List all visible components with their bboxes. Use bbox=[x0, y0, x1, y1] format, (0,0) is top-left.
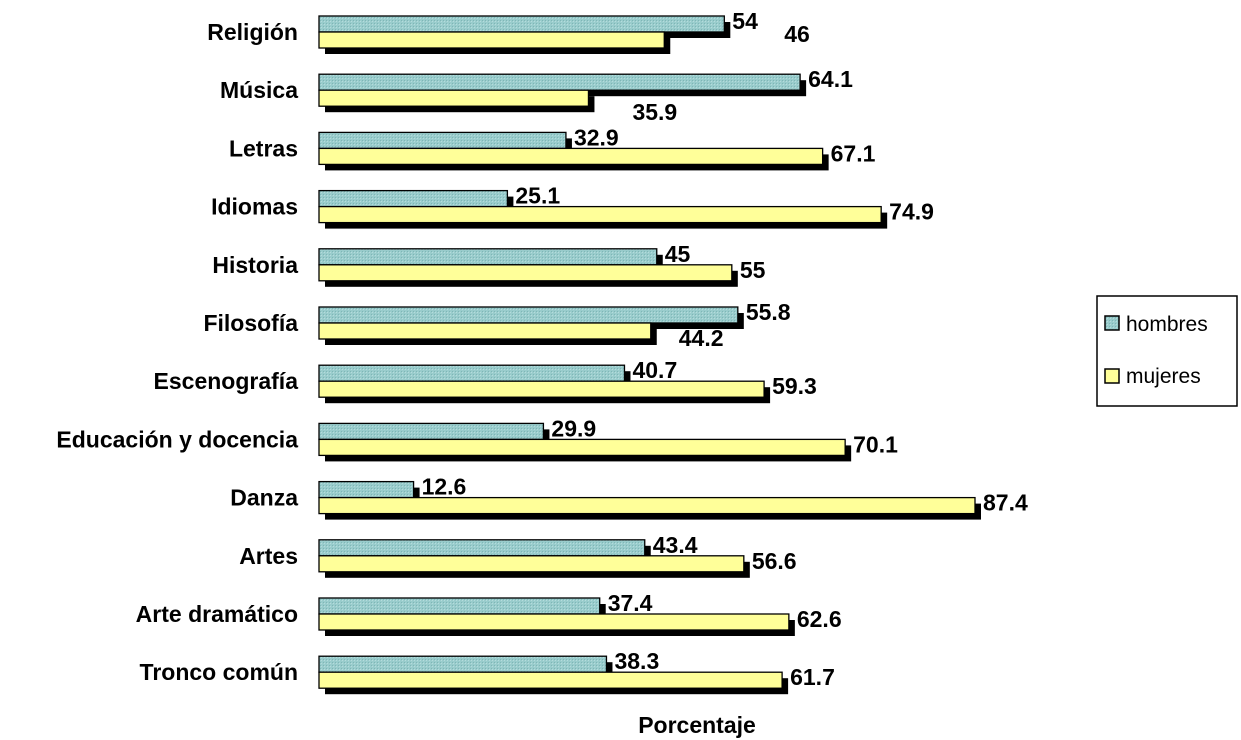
bar-hombres-letras bbox=[318, 131, 567, 150]
category-label-educacion-y-docencia: Educación y docencia bbox=[56, 426, 298, 452]
bar-hombres-escenografia bbox=[318, 364, 626, 382]
bar-mujeres-historia bbox=[318, 264, 733, 282]
legend-swatch-mujeres bbox=[1104, 368, 1120, 384]
legend-box bbox=[1096, 295, 1238, 407]
bar-mujeres-arte-dramatico bbox=[318, 613, 790, 631]
legend-label-hombres: hombres bbox=[1126, 313, 1208, 336]
bar-mujeres-escenografia bbox=[318, 380, 765, 398]
value-label-hombres-musica: 64.1 bbox=[808, 66, 853, 92]
value-label-mujeres-filosofia: 44.2 bbox=[679, 325, 724, 351]
value-label-mujeres-arte-dramatico: 62.6 bbox=[797, 606, 842, 632]
legend-swatch-hombres bbox=[1104, 315, 1120, 331]
bar-hombres-danza bbox=[318, 480, 415, 499]
value-label-hombres-filosofia: 55.8 bbox=[746, 299, 791, 325]
bar-mujeres-religion bbox=[318, 31, 665, 49]
value-label-mujeres-historia: 55 bbox=[740, 257, 766, 283]
category-label-letras: Letras bbox=[229, 135, 298, 161]
value-label-hombres-tronco-comun: 38.3 bbox=[614, 648, 659, 674]
legend: hombres mujeres bbox=[1096, 295, 1238, 407]
value-label-hombres-danza: 12.6 bbox=[422, 474, 467, 500]
value-label-hombres-educacion-y-docencia: 29.9 bbox=[551, 415, 596, 441]
x-axis-title: Porcentaje bbox=[638, 712, 756, 738]
value-labels: 54 46 64.1 35.9 32.9 67.1 25.1 74.9 45 55 55.8 44.2… bbox=[422, 8, 1028, 690]
bar-mujeres-idiomas bbox=[318, 205, 882, 224]
bar-hombres-idiomas bbox=[318, 189, 509, 208]
legend-label-mujeres: mujeres bbox=[1126, 365, 1201, 388]
category-label-historia: Historia bbox=[212, 252, 298, 278]
value-label-hombres-letras: 32.9 bbox=[574, 124, 619, 150]
category-label-tronco-comun: Tronco común bbox=[140, 659, 298, 685]
bar-hombres-musica bbox=[318, 73, 801, 91]
bar-hombres-artes bbox=[318, 539, 646, 557]
value-label-mujeres-religion: 46 bbox=[784, 21, 810, 47]
bars-layer bbox=[318, 15, 981, 695]
value-label-mujeres-escenografia: 59.3 bbox=[772, 373, 817, 399]
bar-mujeres-filosofia bbox=[318, 322, 652, 340]
category-label-danza: Danza bbox=[230, 485, 298, 511]
category-label-artes: Artes bbox=[239, 543, 298, 569]
value-label-hombres-arte-dramatico: 37.4 bbox=[608, 590, 653, 616]
value-label-mujeres-artes: 56.6 bbox=[752, 548, 797, 574]
value-label-mujeres-tronco-comun: 61.7 bbox=[790, 664, 835, 690]
bar-hombres-historia bbox=[318, 248, 658, 266]
value-label-mujeres-danza: 87.4 bbox=[983, 490, 1028, 516]
bar-hombres-religion bbox=[318, 15, 725, 33]
bar-mujeres-musica bbox=[318, 89, 590, 107]
value-label-hombres-artes: 43.4 bbox=[653, 532, 698, 558]
bar-mujeres-tronco-comun bbox=[318, 671, 783, 689]
bar-hombres-tronco-comun bbox=[318, 655, 608, 673]
category-label-musica: Música bbox=[220, 77, 298, 103]
value-label-hombres-historia: 45 bbox=[665, 241, 691, 267]
bar-hombres-educacion-y-docencia bbox=[318, 422, 545, 441]
category-label-arte-dramatico: Arte dramático bbox=[136, 601, 298, 627]
category-label-idiomas: Idiomas bbox=[211, 194, 298, 220]
value-label-mujeres-idiomas: 74.9 bbox=[889, 199, 934, 225]
bar-hombres-filosofia bbox=[318, 306, 739, 324]
bar-mujeres-letras bbox=[318, 147, 824, 166]
category-label-filosofia: Filosofía bbox=[203, 310, 298, 336]
bar-mujeres-educacion-y-docencia bbox=[318, 438, 846, 457]
value-label-hombres-escenografia: 40.7 bbox=[632, 357, 677, 383]
category-label-escenografia: Escenografía bbox=[154, 368, 299, 394]
value-label-mujeres-letras: 67.1 bbox=[831, 140, 876, 166]
value-label-hombres-religion: 54 bbox=[732, 8, 758, 34]
bar-mujeres-artes bbox=[318, 555, 745, 573]
value-label-hombres-idiomas: 25.1 bbox=[515, 183, 560, 209]
category-label-religion: Religión bbox=[207, 19, 298, 45]
bar-hombres-arte-dramatico bbox=[318, 597, 601, 615]
value-label-mujeres-educacion-y-docencia: 70.1 bbox=[853, 431, 898, 457]
value-label-mujeres-musica: 35.9 bbox=[632, 99, 677, 125]
category-labels: Religión Música Letras Idiomas Historia Filos… bbox=[56, 19, 298, 685]
bar-mujeres-danza bbox=[318, 496, 976, 515]
